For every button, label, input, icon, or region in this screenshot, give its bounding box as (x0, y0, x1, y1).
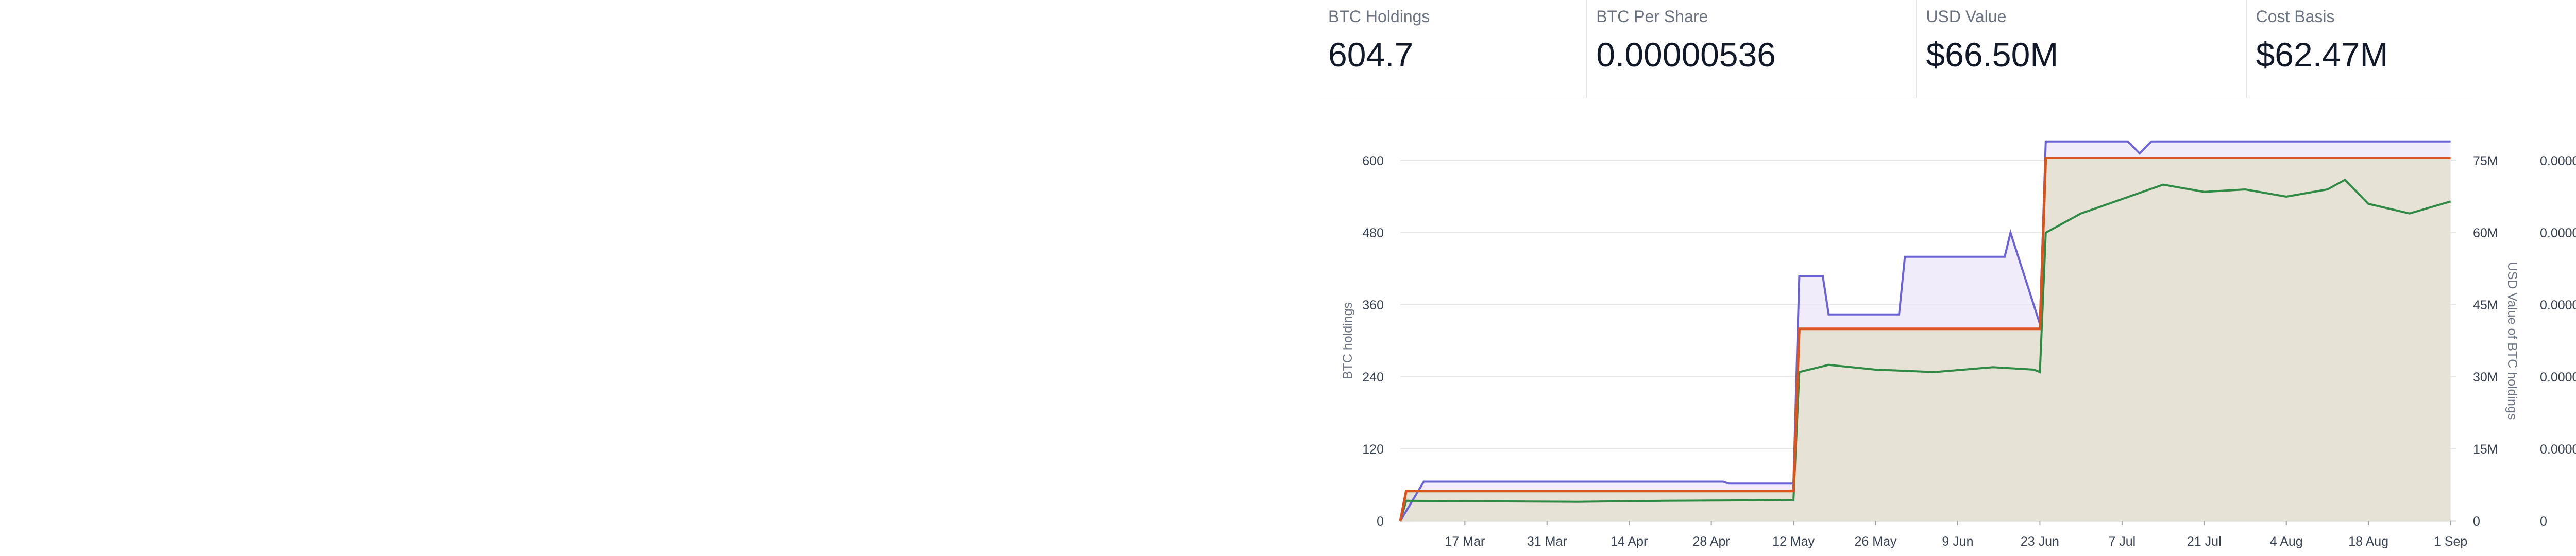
y-left-tick-label: 600 (1362, 154, 1384, 168)
y-right-ratio-tick-label: 0.000005 (2540, 154, 2576, 168)
stats-row: BTC Holdings 604.7 BTC Per Share 0.00000… (1319, 0, 2473, 98)
y-right-usd-tick-label: 15M (2473, 442, 2498, 457)
y-right-usd-tick-label: 0 (2473, 514, 2480, 529)
x-tick-label: 28 Apr (1692, 534, 1730, 549)
stat-cost-basis: Cost Basis $62.47M (2247, 0, 2473, 98)
y-right-usd-tick-label: 60M (2473, 226, 2498, 240)
x-tick-label: 9 Jun (1942, 534, 1973, 549)
y-left-tick-label: 120 (1362, 442, 1384, 457)
x-tick-label: 14 Apr (1611, 534, 1648, 549)
x-tick-label: 23 Jun (2021, 534, 2059, 549)
x-tick-label: 31 Mar (1527, 534, 1567, 549)
usd-value-line (1399, 178, 2451, 522)
btc-holdings-line (1399, 157, 2451, 522)
stat-value: $62.47M (2256, 36, 2388, 74)
x-tick-label: 18 Aug (2348, 534, 2388, 549)
stat-label: Cost Basis (2256, 7, 2335, 26)
y-right-usd-axis-title: USD Value of BTC holdings (2505, 262, 2519, 420)
x-tick-label: 17 Mar (1445, 534, 1485, 549)
x-tick-label: 1 Sep (2434, 534, 2467, 549)
y-right-usd-tick-label: 75M (2473, 154, 2498, 168)
x-tick-label: 12 May (1772, 534, 1815, 549)
x-tick-label: 7 Jul (2108, 534, 2136, 549)
x-tick-label: 4 Aug (2270, 534, 2303, 549)
stat-value: 0.00000536 (1596, 36, 1776, 74)
y-left-tick-label: 0 (1377, 514, 1384, 529)
y-right-ratio-tick-label: 0.000004 (2540, 226, 2576, 240)
y-right-ratio-tick-label: 0.000002 (2540, 370, 2576, 385)
y-right-usd-tick-label: 30M (2473, 370, 2498, 385)
y-left-axis-title: BTC holdings (1341, 302, 1355, 379)
stat-btc-holdings: BTC Holdings 604.7 (1319, 0, 1587, 98)
x-tick-label: 26 May (1855, 534, 1897, 549)
x-tick-label: 21 Jul (2187, 534, 2222, 549)
stat-label: USD Value (1926, 7, 2007, 26)
btc-holdings-area-overlay (1400, 158, 2451, 521)
y-right-ratio-tick-label: 0.000003 (2540, 298, 2576, 312)
y-right-ratio-tick-label: 0 (2540, 514, 2547, 529)
stat-value: $66.50M (1926, 36, 2059, 74)
y-left-tick-label: 360 (1362, 298, 1384, 312)
stat-usd-value: USD Value $66.50M (1917, 0, 2247, 98)
cost-basis-gap-area (1400, 141, 2451, 521)
stat-label: BTC Per Share (1596, 7, 1708, 26)
y-right-usd-tick-label: 45M (2473, 298, 2498, 312)
y-left-tick-label: 480 (1362, 226, 1384, 240)
cost-basis-line (1399, 140, 2451, 522)
y-right-ratio-tick-label: 0.000001 (2540, 442, 2576, 457)
y-left-tick-label: 240 (1362, 370, 1384, 385)
stat-btc-per-share: BTC Per Share 0.00000536 (1587, 0, 1917, 98)
stat-value: 604.7 (1328, 36, 1414, 74)
stat-label: BTC Holdings (1328, 7, 1430, 26)
